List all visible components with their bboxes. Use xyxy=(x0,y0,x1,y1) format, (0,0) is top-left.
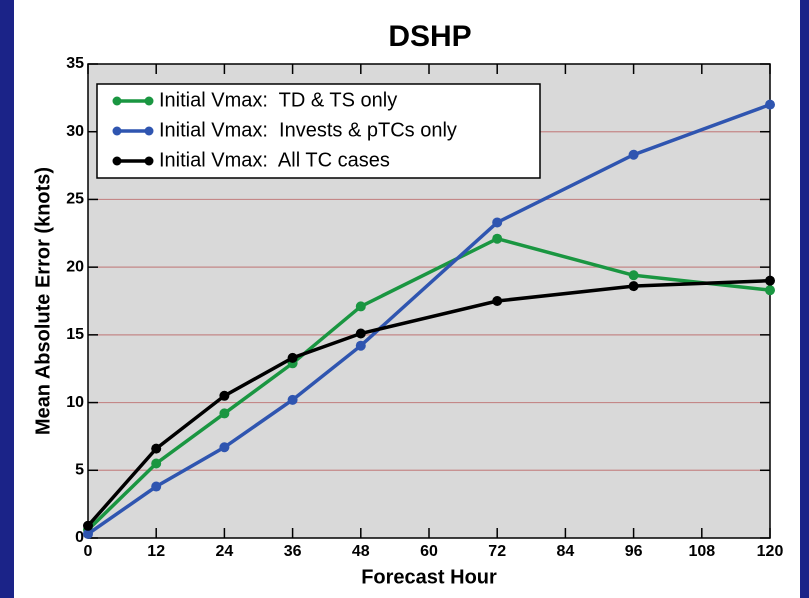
point xyxy=(219,442,230,453)
series-line xyxy=(86,236,771,532)
x-tick-label: 24 xyxy=(216,543,234,560)
y-tick-label: 20 xyxy=(66,258,84,275)
legend-label: Initial Vmax: TD & TS only xyxy=(159,89,397,111)
point xyxy=(492,217,503,228)
legend-marker xyxy=(144,126,154,136)
point xyxy=(628,281,639,292)
point xyxy=(83,520,93,531)
point xyxy=(355,340,366,351)
y-tick-label: 5 xyxy=(75,462,84,479)
point xyxy=(628,270,639,281)
y-tick-label: 0 xyxy=(75,529,84,546)
point xyxy=(151,443,162,454)
x-tick-label: 12 xyxy=(147,543,165,560)
point xyxy=(765,275,775,286)
point xyxy=(492,233,503,244)
legend-label: Initial Vmax: All TC cases xyxy=(159,149,390,171)
chart-title: DSHP xyxy=(388,20,471,53)
point xyxy=(355,301,366,312)
point xyxy=(765,99,775,110)
point xyxy=(355,328,366,339)
x-tick-label: 120 xyxy=(757,543,784,560)
point xyxy=(492,296,503,306)
x-tick-label: 108 xyxy=(688,543,715,560)
point xyxy=(765,285,775,296)
x-tick-label: 96 xyxy=(625,543,643,560)
x-tick-label: 84 xyxy=(557,543,575,560)
point xyxy=(219,390,230,401)
legend-label: Initial Vmax: Invests & pTCs only xyxy=(159,119,457,141)
series-line xyxy=(86,278,771,527)
x-tick-label: 72 xyxy=(488,543,506,560)
x-tick-label: 48 xyxy=(352,543,370,560)
y-tick-label: 15 xyxy=(66,326,84,343)
x-tick-label: 36 xyxy=(284,543,302,560)
point xyxy=(628,149,639,160)
y-tick-label: 30 xyxy=(66,123,84,140)
point xyxy=(151,458,162,469)
point xyxy=(287,352,298,363)
legend-box xyxy=(96,83,541,179)
legend-marker xyxy=(112,126,122,136)
y-tick-label: 35 xyxy=(66,55,84,72)
series-line xyxy=(87,102,771,536)
x-tick-label: 60 xyxy=(420,543,438,560)
y-tick-label: 25 xyxy=(66,191,84,208)
x-axis-label: Forecast Hour xyxy=(361,566,497,588)
y-tick-label: 10 xyxy=(66,394,84,411)
x-tick-label: 0 xyxy=(84,543,93,560)
legend-marker xyxy=(112,156,122,166)
point xyxy=(151,481,162,492)
point xyxy=(83,528,93,539)
legend-marker xyxy=(144,96,154,106)
point xyxy=(287,394,298,405)
legend-marker xyxy=(112,96,122,106)
y-axis-label: Mean Absolute Error (knots) xyxy=(32,167,54,435)
legend-marker xyxy=(144,156,154,166)
point xyxy=(219,408,230,419)
